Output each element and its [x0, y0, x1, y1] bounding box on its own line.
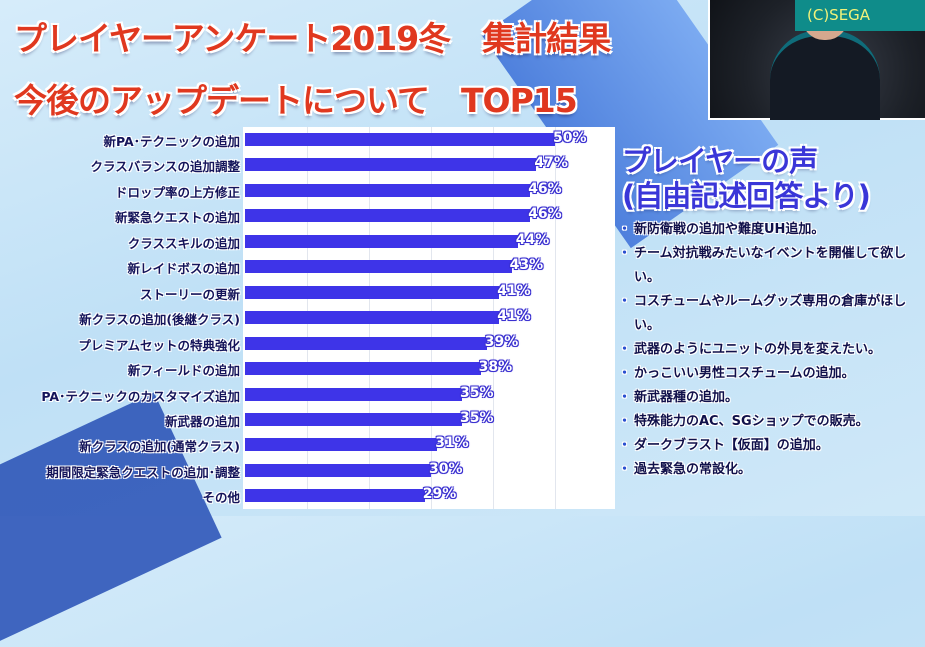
category-label: ドロップ率の上方修正: [114, 184, 240, 200]
category-label: 期間限定緊急クエストの追加･調整: [46, 464, 240, 480]
bar: [245, 234, 518, 248]
voice-item: ・コスチュームやルームグッズ専用の倉庫がほしい。: [618, 290, 923, 338]
voice-text: 新防衛戦の追加や難度UH追加。: [634, 222, 825, 237]
voice-item: ・特殊能力のAC、SGショップでの販売。: [618, 410, 923, 434]
copyright-label: (C)SEGA: [795, 0, 925, 31]
voice-text: 武器のようにユニットの外見を変えたい。: [634, 342, 882, 357]
voices-heading: プレイヤーの声: [622, 144, 818, 178]
category-label: 新レイドボスの追加: [127, 261, 240, 277]
gridline: [555, 127, 556, 509]
bar: [245, 362, 481, 376]
voice-text: ダークブラスト【仮面】の追加。: [634, 438, 829, 453]
bar: [245, 183, 531, 197]
bullet-icon: ・: [618, 438, 632, 453]
bar: [245, 336, 487, 350]
bar: [245, 209, 531, 223]
bullet-icon: ・: [618, 246, 632, 261]
voice-text: かっこいい男性コスチュームの追加。: [634, 366, 855, 381]
category-label: 新クラスの追加(後継クラス): [79, 312, 240, 328]
streamer-figure: [770, 30, 880, 120]
bar: [245, 285, 500, 299]
title-line-2: 今後のアップデートについて TOP15: [14, 81, 578, 120]
voice-item: ・かっこいい男性コスチュームの追加。: [618, 362, 923, 386]
bar: [245, 260, 512, 274]
voice-item: ・武器のようにユニットの外見を変えたい。: [618, 338, 923, 362]
data-label: 38%: [478, 359, 513, 376]
data-label: 41%: [497, 282, 531, 299]
category-label: クラススキルの追加: [127, 235, 240, 251]
bar: [245, 489, 425, 503]
voice-item: ・ダークブラスト【仮面】の追加。: [618, 434, 923, 458]
bullet-icon: ・: [618, 342, 632, 357]
data-label: 29%: [422, 486, 457, 503]
bullet-icon: ・: [618, 462, 632, 477]
category-label: その他: [202, 490, 240, 506]
title-line-1: プレイヤーアンケート2019冬 集計結果: [14, 19, 611, 58]
data-label: 41%: [497, 308, 531, 325]
background-corner: [0, 392, 222, 647]
bar: [245, 387, 462, 401]
voice-item: ・チーム対抗戦みたいなイベントを開催して欲しい。: [618, 242, 923, 290]
voice-text: チーム対抗戦みたいなイベントを開催して欲しい。: [634, 246, 907, 285]
category-label: 新クラスの追加(通常クラス): [79, 439, 240, 455]
data-label: 46%: [528, 180, 562, 197]
category-label: PA･テクニックのカスタマイズ追加: [41, 388, 240, 404]
voice-text: コスチュームやルームグッズ専用の倉庫がほしい。: [634, 294, 907, 333]
voice-item: ・新防衛戦の追加や難度UH追加。: [618, 218, 923, 242]
voice-item: ・過去緊急の常設化。: [618, 458, 923, 482]
bar: [245, 438, 438, 452]
category-label: 新緊急クエストの追加: [114, 210, 240, 226]
webcam-overlay: (C)SEGA: [708, 0, 925, 120]
category-label: ストーリーの更新: [139, 286, 240, 302]
data-label: 39%: [484, 333, 519, 350]
bullet-icon: ・: [618, 390, 632, 405]
data-label: 50%: [553, 130, 587, 146]
bullet-icon: ・: [618, 366, 632, 381]
category-label: 新PA･テクニックの追加: [103, 134, 240, 149]
data-label: 47%: [534, 155, 568, 172]
category-label: 新武器の追加: [164, 413, 240, 429]
data-label: 43%: [509, 257, 544, 274]
data-label: 30%: [429, 460, 463, 477]
data-label: 46%: [528, 206, 562, 223]
bullet-icon: ・: [618, 414, 632, 429]
voices-list: ・新防衛戦の追加や難度UH追加。・チーム対抗戦みたいなイベントを開催して欲しい。…: [618, 218, 923, 482]
bar: [245, 311, 500, 325]
data-label: 35%: [460, 409, 494, 426]
voices-subheading: (自由記述回答より): [622, 179, 871, 213]
bullet-icon: ・: [618, 222, 632, 237]
voice-text: 新武器種の追加。: [634, 390, 739, 405]
bullet-icon: ・: [618, 294, 632, 309]
data-label: 35%: [460, 384, 494, 401]
bar: [245, 463, 431, 477]
category-label: プレミアムセットの特典強化: [78, 337, 240, 353]
bar: [245, 158, 537, 172]
bar: [245, 412, 462, 426]
category-label: 新フィールドの追加: [127, 363, 240, 379]
data-label: 31%: [435, 435, 469, 452]
voice-item: ・新武器種の追加。: [618, 386, 923, 410]
chart-panel: 50% 47% 46% 46% 44% 43% 41% 41% 39% 38% 35% 35% 31% 3…: [243, 127, 615, 509]
voice-text: 特殊能力のAC、SGショップでの販売。: [634, 414, 869, 429]
data-label: 44%: [515, 231, 550, 248]
category-label: クラスバランスの追加調整: [90, 159, 240, 175]
voice-text: 過去緊急の常設化。: [634, 462, 752, 477]
bar: [245, 133, 555, 146]
